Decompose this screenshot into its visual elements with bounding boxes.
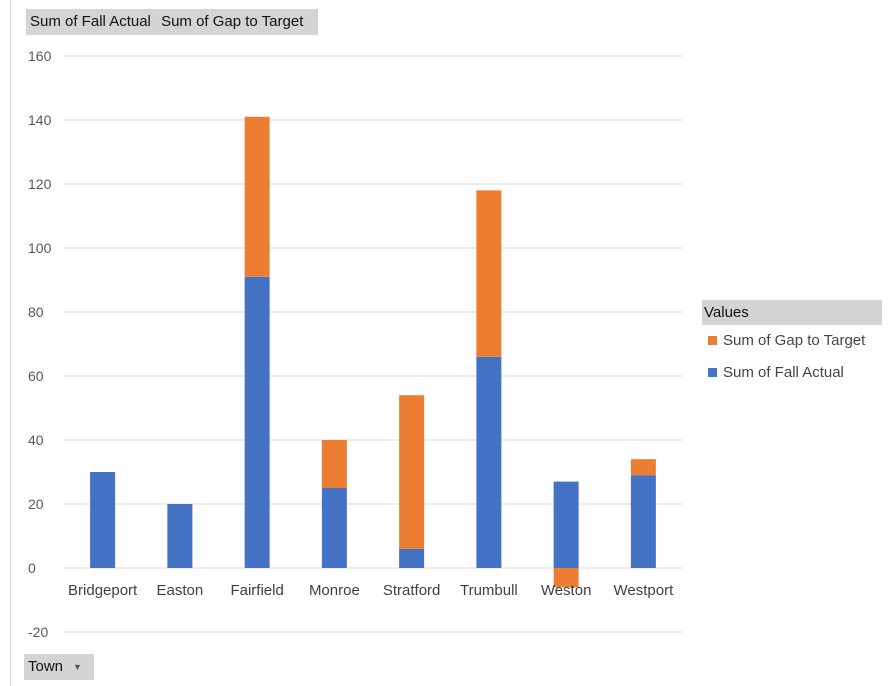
y-tick-label: 80 xyxy=(28,304,44,320)
x-tick-label: Stratford xyxy=(383,582,441,599)
chart-frame xyxy=(10,0,894,686)
values-field-1-label[interactable]: Sum of Fall Actual xyxy=(30,13,151,30)
y-tick-label: 60 xyxy=(28,368,44,384)
x-tick-label: Bridgeport xyxy=(68,582,138,599)
bar-fall-actual[interactable] xyxy=(399,548,425,568)
values-field-2-label[interactable]: Sum of Gap to Target xyxy=(161,13,304,30)
town-field-label: Town xyxy=(28,658,64,675)
y-tick-label: 160 xyxy=(28,48,52,64)
chevron-down-icon[interactable]: ▼ xyxy=(73,662,82,672)
x-tick-label: Fairfield xyxy=(230,582,283,599)
values-field-button[interactable]: Sum of Fall Actual Sum of Gap to Target xyxy=(26,9,318,35)
town-field-button[interactable]: Town ▼ xyxy=(24,654,94,680)
bars xyxy=(90,116,656,588)
legend-swatch-fall xyxy=(708,368,717,377)
bar-fall-actual[interactable] xyxy=(476,356,502,568)
y-tick-label: 40 xyxy=(28,432,44,448)
bar-gap-to-target[interactable] xyxy=(321,440,347,488)
bar-gap-to-target[interactable] xyxy=(399,395,425,549)
bar-fall-actual[interactable] xyxy=(167,504,193,568)
x-axis-tick-labels: Bridgeport Easton Fairfield Monroe Stratford… xyxy=(68,582,674,599)
bar-fall-actual[interactable] xyxy=(630,475,656,568)
legend-label-gap: Sum of Gap to Target xyxy=(723,332,866,349)
bar-gap-to-target[interactable] xyxy=(244,116,270,277)
y-tick-label: 120 xyxy=(28,176,52,192)
bar-gap-to-target[interactable] xyxy=(630,459,656,476)
gridlines xyxy=(64,55,682,633)
bar-gap-to-target[interactable] xyxy=(476,190,502,357)
legend-label-fall: Sum of Fall Actual xyxy=(723,364,844,381)
x-tick-label: Easton xyxy=(157,582,204,599)
legend-item-fall-actual[interactable]: Sum of Fall Actual xyxy=(702,357,882,389)
bar-fall-actual[interactable] xyxy=(90,472,116,568)
y-tick-label: 20 xyxy=(28,496,44,512)
x-tick-label: Weston xyxy=(541,582,592,599)
legend-item-gap-to-target[interactable]: Sum of Gap to Target xyxy=(702,325,882,357)
x-tick-label: Trumbull xyxy=(460,582,518,599)
bar-fall-actual[interactable] xyxy=(244,276,270,568)
legend-title[interactable]: Values xyxy=(702,300,882,325)
bar-fall-actual[interactable] xyxy=(321,488,347,568)
y-tick-label: -20 xyxy=(28,624,48,640)
legend: Values Sum of Gap to Target Sum of Fall … xyxy=(702,300,882,389)
bar-gap-to-target[interactable] xyxy=(553,568,579,588)
y-axis-tick-labels: -20 0 20 40 60 80 100 120 140 160 xyxy=(28,48,52,640)
y-tick-label: 0 xyxy=(28,560,36,576)
legend-swatch-gap xyxy=(708,336,717,345)
bar-fall-actual[interactable] xyxy=(553,481,579,568)
y-tick-label: 140 xyxy=(28,112,52,128)
y-tick-label: 100 xyxy=(28,240,52,256)
x-tick-label: Monroe xyxy=(309,582,360,599)
x-tick-label: Westport xyxy=(614,582,675,599)
